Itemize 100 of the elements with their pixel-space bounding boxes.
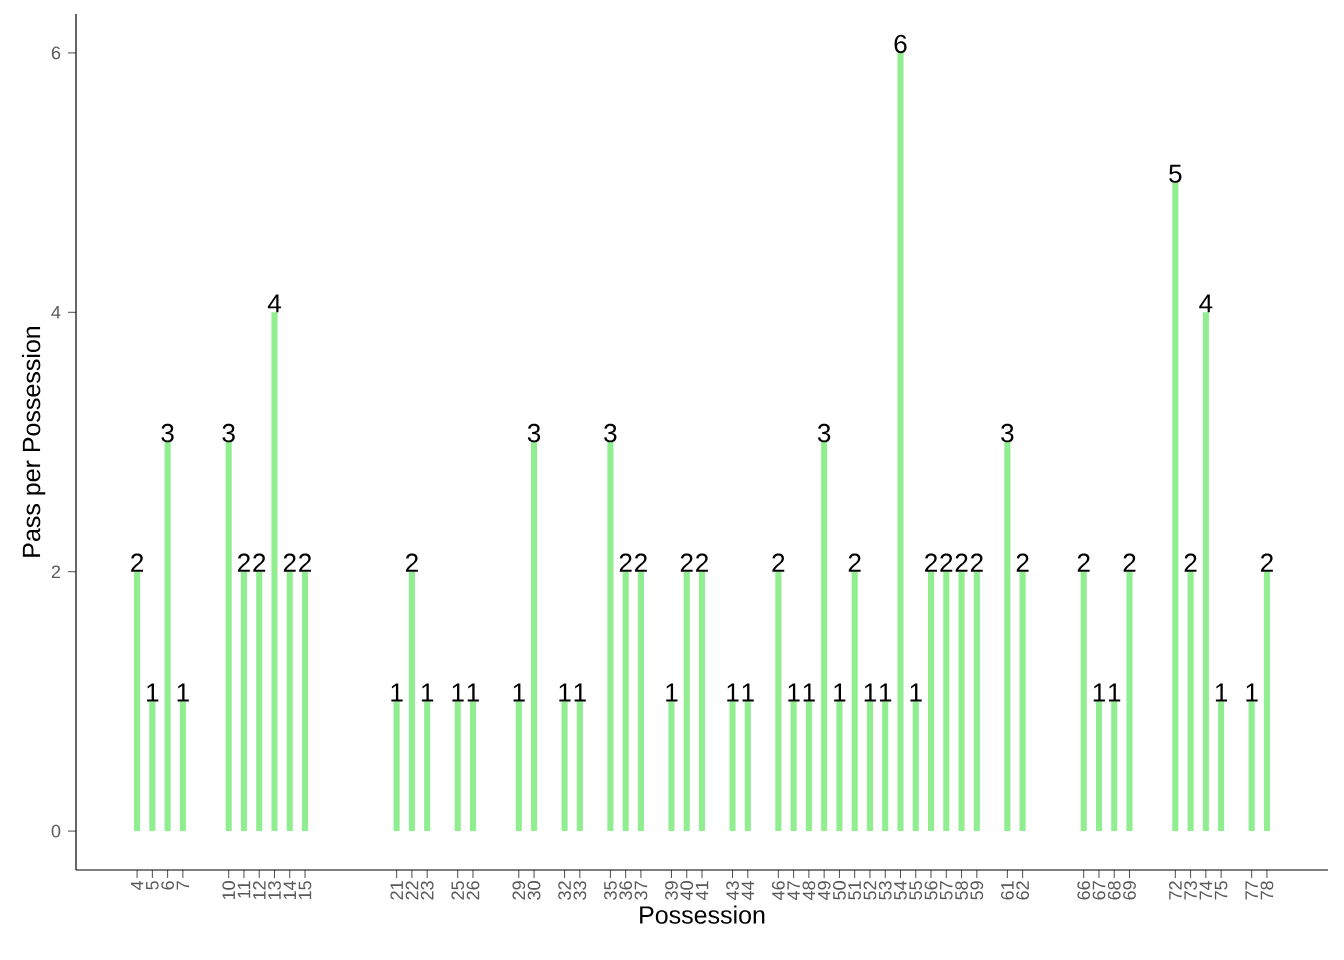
data-label: 1 xyxy=(803,683,815,702)
bar xyxy=(424,701,431,832)
x-tick-label: 52 xyxy=(863,881,877,900)
x-tick-label: 32 xyxy=(558,881,571,900)
bar xyxy=(1095,701,1103,832)
bar xyxy=(1004,442,1011,832)
data-label: 1 xyxy=(513,683,525,702)
bar xyxy=(225,442,232,832)
x-tick-label: 35 xyxy=(604,881,617,900)
bar xyxy=(256,571,263,832)
x-tick-label: 43 xyxy=(726,881,739,901)
bar xyxy=(149,701,156,832)
y-tick-label: 4 xyxy=(51,306,61,319)
x-tick-label: 46 xyxy=(771,881,785,901)
bar xyxy=(576,701,583,832)
x-tick-label: 36 xyxy=(619,881,633,900)
data-label: 2 xyxy=(299,553,311,572)
y-tick-label: 2 xyxy=(51,565,61,578)
data-label: 1 xyxy=(452,683,464,702)
bar xyxy=(301,571,309,832)
data-label: 1 xyxy=(788,683,800,702)
data-label: 1 xyxy=(1215,683,1228,702)
bar xyxy=(1080,571,1087,832)
bar xyxy=(637,571,644,832)
data-label: 3 xyxy=(222,423,235,443)
bar xyxy=(790,701,797,832)
x-tick-label: 54 xyxy=(894,880,907,900)
x-tick-label: 13 xyxy=(268,881,281,900)
data-label: 2 xyxy=(253,553,266,572)
bar xyxy=(836,701,843,832)
bar xyxy=(515,701,522,832)
data-label: 4 xyxy=(1199,294,1213,313)
x-tick-label: 77 xyxy=(1245,881,1258,900)
x-tick-label: 7 xyxy=(176,881,190,890)
data-label: 3 xyxy=(161,423,174,443)
data-label: 2 xyxy=(1016,553,1029,572)
bar xyxy=(469,701,477,832)
bar xyxy=(866,701,874,832)
x-tick-label: 41 xyxy=(695,881,709,901)
data-label: 1 xyxy=(177,683,189,702)
data-label: 1 xyxy=(834,683,846,702)
data-label: 2 xyxy=(925,553,937,572)
bar xyxy=(1172,182,1179,832)
bar xyxy=(683,571,690,832)
bar xyxy=(775,571,782,832)
data-label: 2 xyxy=(619,553,632,572)
bar xyxy=(1111,701,1118,832)
x-tick-label: 75 xyxy=(1214,881,1228,900)
bar xyxy=(393,701,400,832)
x-tick-label: 68 xyxy=(1107,881,1121,900)
y-tick-label: 0 xyxy=(51,824,61,838)
x-tick-label: 6 xyxy=(161,881,174,890)
x-tick-label: 72 xyxy=(1169,881,1182,900)
bar xyxy=(179,701,186,832)
data-label: 2 xyxy=(635,553,647,572)
x-tick-label: 29 xyxy=(512,881,526,900)
bar xyxy=(286,571,293,832)
y-axis-title: Pass per Possession xyxy=(21,326,46,557)
bar xyxy=(1248,701,1255,832)
x-tick-label: 22 xyxy=(405,881,419,900)
x-tick-label: 40 xyxy=(680,881,694,901)
x-tick-label: 49 xyxy=(817,881,831,901)
data-label: 3 xyxy=(604,423,617,443)
data-label: 1 xyxy=(421,683,434,702)
bar xyxy=(531,442,538,832)
x-tick-label: 33 xyxy=(573,881,587,900)
x-tick-label: 5 xyxy=(146,881,159,890)
data-label: 3 xyxy=(527,423,541,443)
y-tick-label: 6 xyxy=(51,46,61,60)
data-label: 1 xyxy=(879,683,892,702)
x-tick-label: 78 xyxy=(1260,881,1274,900)
data-label: 1 xyxy=(574,683,586,702)
x-tick-label: 74 xyxy=(1199,880,1213,900)
x-tick-label: 14 xyxy=(283,880,296,900)
bar xyxy=(927,571,935,832)
data-label: 2 xyxy=(970,553,983,572)
x-tick-label: 61 xyxy=(1001,881,1014,900)
data-label: 2 xyxy=(772,553,785,572)
bar xyxy=(164,442,171,832)
x-tick-label: 15 xyxy=(298,881,312,900)
data-label: 1 xyxy=(559,683,571,702)
x-tick-label: 69 xyxy=(1123,881,1136,900)
bar xyxy=(729,701,736,832)
bar xyxy=(1202,312,1209,832)
data-label: 2 xyxy=(955,553,968,572)
x-tick-label: 37 xyxy=(634,881,648,900)
data-label: 1 xyxy=(910,683,922,702)
bar xyxy=(454,701,461,832)
data-label: 2 xyxy=(283,553,296,572)
data-label: 3 xyxy=(1001,423,1014,443)
x-axis-title: Possession xyxy=(640,905,765,924)
data-label: 1 xyxy=(1246,683,1258,702)
x-tick-label: 67 xyxy=(1092,881,1106,900)
bar xyxy=(1187,571,1194,832)
x-tick-label: 44 xyxy=(741,880,754,901)
x-tick-label: 10 xyxy=(222,881,236,900)
bar xyxy=(912,701,919,832)
bar xyxy=(805,701,812,832)
bar xyxy=(897,52,904,832)
x-tick-label: 62 xyxy=(1016,881,1030,900)
